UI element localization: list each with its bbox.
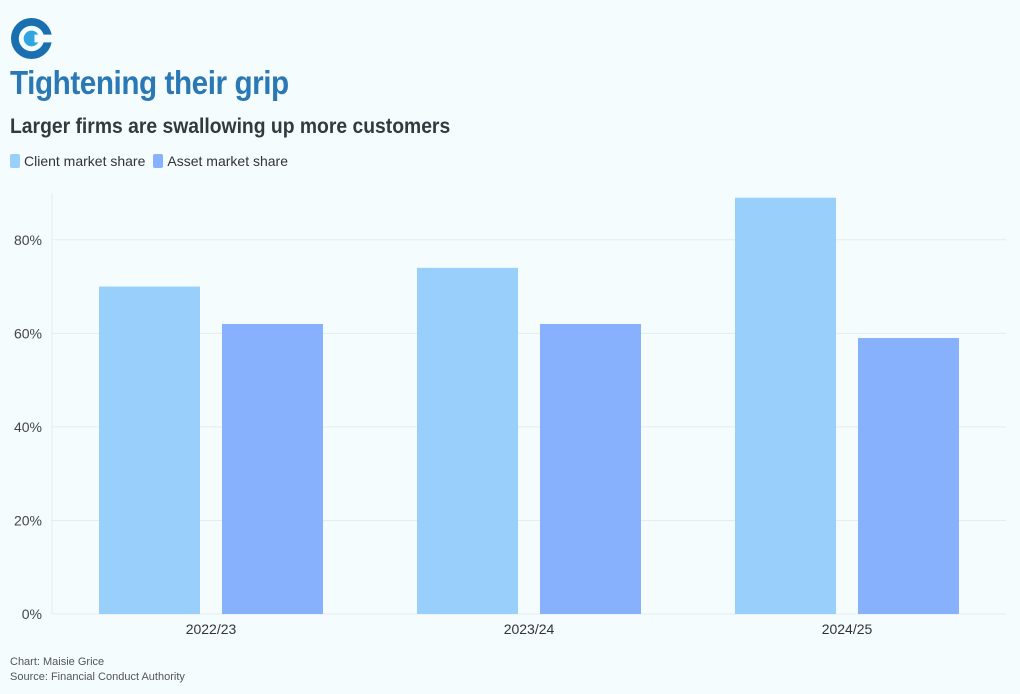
y-tick-label: 20% bbox=[14, 512, 42, 528]
legend-swatch-asset bbox=[153, 154, 164, 168]
chart-credit: Chart: Maisie Grice bbox=[10, 656, 105, 668]
chart-title: Tightening their grip bbox=[10, 64, 289, 101]
data-source: Source: Financial Conduct Authority bbox=[10, 671, 185, 683]
legend-item-asset: Asset market share bbox=[153, 153, 288, 169]
y-tick-label: 40% bbox=[14, 419, 42, 435]
bar bbox=[735, 197, 836, 614]
chart-subtitle: Larger firms are swallowing up more cust… bbox=[10, 115, 451, 138]
y-tick-label: 80% bbox=[14, 232, 42, 248]
legend: Client market share Asset market share bbox=[10, 153, 288, 169]
x-tick-label: 2022/23 bbox=[186, 621, 237, 637]
bar bbox=[222, 323, 323, 614]
x-tick-label: 2024/25 bbox=[822, 621, 873, 637]
legend-label-asset: Asset market share bbox=[167, 153, 288, 169]
bar bbox=[99, 286, 200, 614]
legend-swatch-client bbox=[10, 154, 20, 168]
bar bbox=[858, 338, 959, 614]
publication-logo-icon bbox=[10, 17, 53, 60]
legend-item-client: Client market share bbox=[10, 153, 145, 169]
legend-label-client: Client market share bbox=[24, 153, 146, 169]
bar bbox=[417, 267, 518, 614]
bar bbox=[540, 323, 641, 614]
y-tick-label: 60% bbox=[14, 325, 42, 341]
y-tick-label: 0% bbox=[22, 606, 42, 622]
footer: Chart: Maisie Grice Source: Financial Co… bbox=[10, 655, 185, 685]
x-tick-label: 2023/24 bbox=[504, 621, 555, 637]
